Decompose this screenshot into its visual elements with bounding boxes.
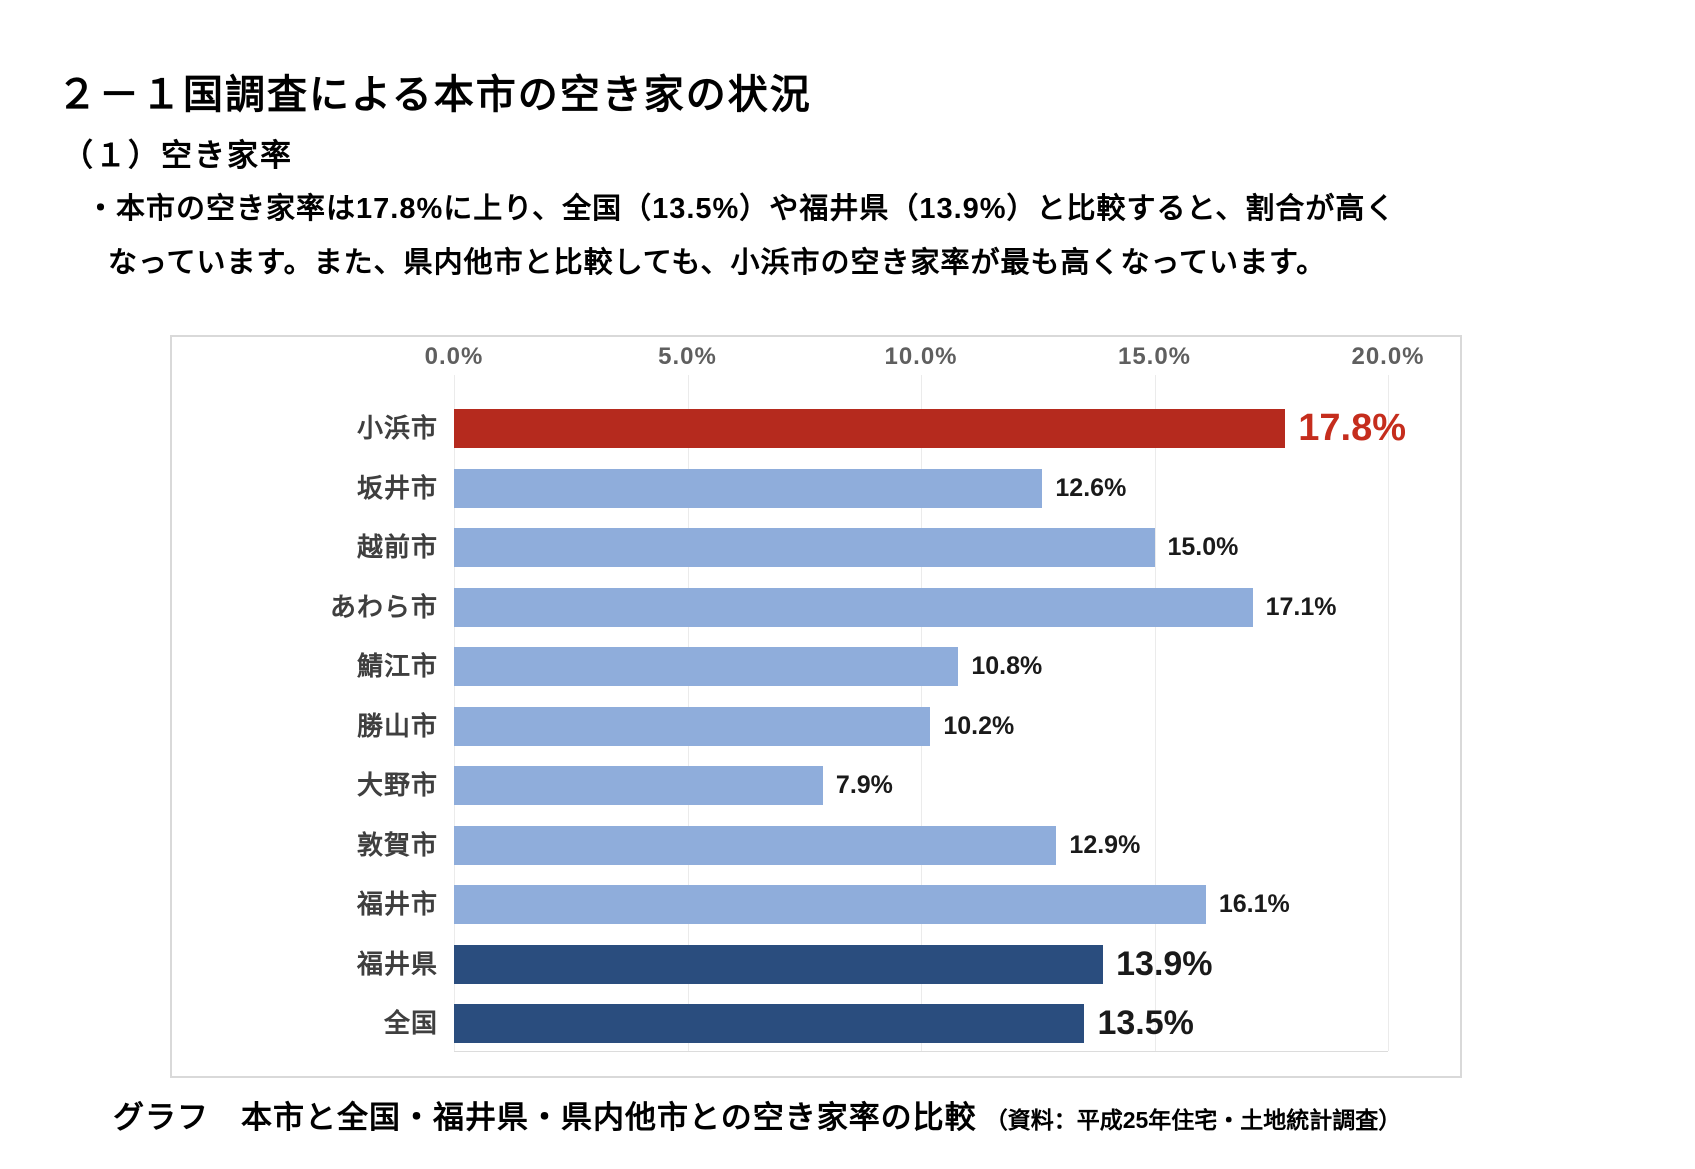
category-label: 坂井市 (356, 472, 438, 503)
bar-row: 越前市 15.0% (172, 528, 1460, 567)
bar-row: 鯖江市 10.8% (172, 647, 1460, 686)
category-label: 小浜市 (356, 413, 438, 443)
x-axis-tick: 0.0% (424, 343, 484, 370)
section-title: ２－１国調査による本市の空き家の状況 (57, 73, 812, 117)
bar (454, 647, 959, 686)
category-label: あわら市 (329, 591, 438, 622)
bar (454, 885, 1206, 924)
value-label: 10.8% (971, 652, 1043, 680)
chart-caption: グラフ 本市と全国・福井県・県内他市との空き家率の比較 （資料：平成25年住宅・… (113, 1092, 1401, 1137)
bar (454, 766, 823, 805)
gridline (1388, 375, 1389, 1051)
category-label: 勝山市 (356, 710, 438, 741)
bar (454, 409, 1286, 448)
value-label: 15.0% (1167, 533, 1239, 561)
bar (454, 528, 1155, 567)
value-label: 17.8% (1298, 407, 1406, 449)
category-label: 鯖江市 (356, 651, 438, 681)
x-axis-tick: 15.0% (1117, 343, 1192, 370)
value-label: 10.2% (943, 711, 1015, 740)
caption-text: グラフ 本市と全国・福井県・県内他市との空き家率の比較 (113, 1100, 977, 1135)
bullet-text-line-2: なっています。また、県内他市と比較しても、小浜市の空き家率が最も高くなっています… (108, 247, 1327, 279)
bar-row: あわら市 17.1% (172, 587, 1460, 627)
x-axis-baseline (454, 1051, 1388, 1052)
caption-source-text: （資料：平成25年住宅・土地統計調査） (984, 1107, 1402, 1133)
category-label: 福井市 (356, 889, 438, 919)
x-axis-tick: 20.0% (1351, 343, 1425, 370)
category-label: 敦賀市 (356, 829, 438, 860)
value-label: 13.9% (1116, 944, 1213, 983)
bar (454, 587, 1253, 627)
bar-row: 小浜市 17.8% (172, 409, 1460, 448)
value-label: 7.9% (835, 771, 893, 799)
gridline (1154, 375, 1156, 1051)
bar-row: 大野市 7.9% (172, 766, 1460, 805)
category-label: 大野市 (356, 770, 438, 800)
bar-row: 福井県 13.9% (172, 944, 1460, 984)
vacancy-rate-bar-chart: 0.0% 5.0% 10.0% 15.0% 20.0% 小浜市 17.8% 坂井市 12… (170, 335, 1462, 1078)
x-axis-tick: 10.0% (884, 343, 958, 370)
bullet-text-line-1: 本市の空き家率は17.8%に上り、全国（13.5%）や福井県（13.9%）と比較… (116, 193, 1396, 225)
category-label: 全国 (383, 1008, 438, 1038)
bar-row: 福井市 16.1% (172, 885, 1460, 924)
category-label: 福井県 (356, 948, 438, 979)
bar-row: 敦賀市 12.9% (172, 825, 1460, 865)
bullet-marker: ・ (86, 193, 117, 225)
category-label: 越前市 (356, 532, 438, 562)
subsection-title: （１）空き家率 (62, 138, 293, 173)
bar (454, 1004, 1085, 1043)
bar (454, 825, 1057, 865)
x-axis-tick: 5.0% (658, 343, 717, 370)
bar (454, 706, 931, 746)
value-label: 12.9% (1069, 830, 1141, 859)
bar (454, 944, 1104, 984)
bullet-line-1: ・本市の空き家率は17.8%に上り、全国（13.5%）や福井県（13.9%）と比… (86, 182, 1395, 236)
body-paragraph: ・本市の空き家率は17.8%に上り、全国（13.5%）や福井県（13.9%）と比… (86, 182, 1395, 290)
bar-row: 勝山市 10.2% (172, 706, 1460, 746)
bar-row: 坂井市 12.6% (172, 468, 1460, 508)
value-label: 17.1% (1265, 592, 1337, 621)
bar (454, 468, 1043, 508)
value-label: 12.6% (1055, 473, 1127, 502)
value-label: 16.1% (1218, 890, 1290, 918)
bar-row: 全国 13.5% (172, 1004, 1460, 1043)
value-label: 13.5% (1097, 1004, 1194, 1042)
